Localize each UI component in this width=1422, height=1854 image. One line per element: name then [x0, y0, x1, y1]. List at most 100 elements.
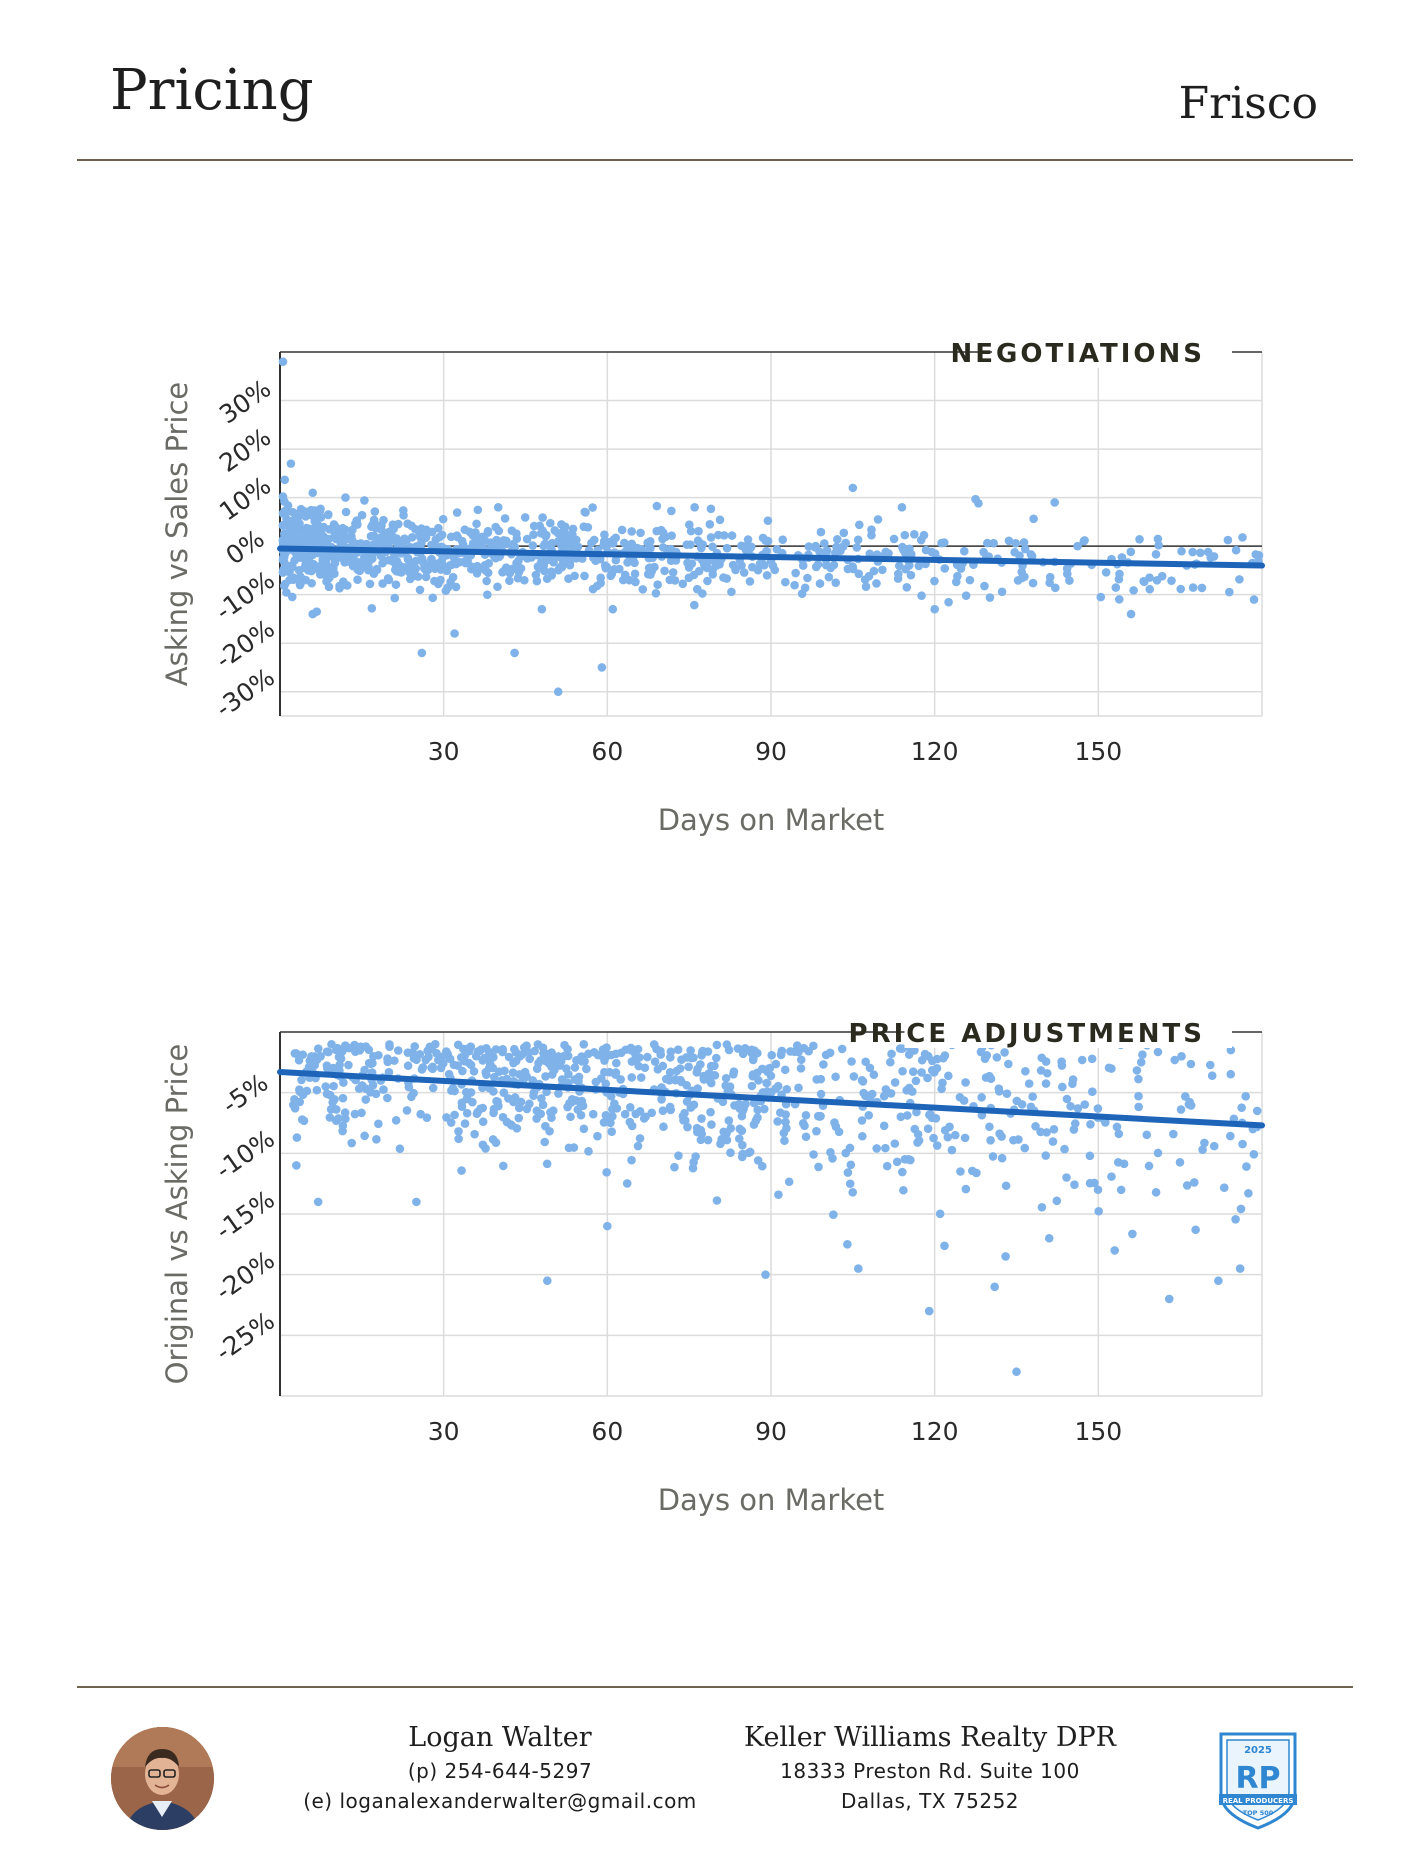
scatter-point — [297, 526, 306, 535]
scatter-point — [341, 493, 350, 502]
scatter-point — [781, 1110, 790, 1119]
scatter-point — [581, 508, 590, 517]
scatter-point — [651, 588, 661, 598]
scatter-point — [747, 1045, 756, 1055]
scatter-point — [770, 565, 780, 575]
scatter-point — [1235, 1264, 1245, 1273]
scatter-point — [540, 1137, 550, 1147]
scatter-point — [428, 1083, 438, 1093]
scatter-point — [977, 1093, 986, 1102]
scatter-point — [334, 1114, 343, 1123]
scatter-point — [890, 1078, 900, 1087]
scatter-point — [985, 593, 995, 602]
scatter-point — [1004, 1059, 1013, 1069]
scatter-point — [766, 1071, 776, 1081]
scatter-point — [1176, 1105, 1186, 1114]
scatter-point — [542, 1159, 552, 1169]
scatter-point — [331, 522, 340, 532]
scatter-point — [712, 1040, 722, 1050]
y-tick-label: 0% — [221, 524, 270, 571]
x-tick-label: 30 — [428, 1417, 460, 1446]
scatter-point — [638, 585, 648, 594]
scatter-point — [673, 1045, 683, 1055]
scatter-point — [457, 1166, 466, 1175]
agent-contact: Logan Walter (p) 254-644-5297 (e) logana… — [300, 1722, 700, 1813]
scatter-point — [667, 506, 676, 516]
scatter-point — [339, 1078, 348, 1087]
scatter-point — [801, 1111, 811, 1120]
scatter-point — [879, 1121, 889, 1131]
scatter-point — [570, 571, 579, 581]
scatter-point — [1249, 1150, 1259, 1159]
scatter-point — [1175, 1158, 1185, 1167]
agent-phone[interactable]: (p) 254-644-5297 — [407, 1759, 593, 1783]
scatter-point — [353, 575, 362, 585]
scatter-point — [500, 514, 510, 523]
scatter-point — [366, 1059, 376, 1069]
scatter-point — [417, 648, 427, 658]
scatter-point — [722, 543, 732, 553]
scatter-point — [931, 1114, 941, 1123]
page-title: Pricing — [110, 58, 314, 123]
scatter-point — [492, 535, 501, 545]
scatter-point — [462, 1108, 472, 1118]
scatter-point — [848, 483, 858, 493]
scatter-point — [278, 520, 288, 530]
scatter-point — [415, 528, 424, 538]
scatter-point — [1028, 1092, 1037, 1101]
scatter-point — [537, 1094, 546, 1103]
scatter-point — [760, 1104, 769, 1114]
scatter-point — [437, 530, 447, 540]
scatter-point — [340, 1108, 350, 1117]
scatter-point — [1057, 1061, 1067, 1070]
scatter-point — [690, 503, 699, 512]
scatter-point — [522, 534, 532, 544]
scatter-point — [603, 537, 612, 547]
scatter-point — [749, 1120, 759, 1129]
scatter-point — [525, 1054, 535, 1064]
scatter-point — [763, 536, 773, 546]
scatter-point — [797, 589, 807, 598]
scatter-point — [741, 1099, 750, 1109]
y-tick-label: -5% — [217, 1068, 274, 1120]
scatter-point — [906, 570, 916, 580]
x-tick-label: 30 — [428, 737, 460, 766]
scatter-point — [767, 1050, 777, 1060]
scatter-point — [564, 1070, 573, 1079]
scatter-point — [403, 1061, 413, 1071]
y-tick-label: -15% — [210, 1185, 280, 1246]
scatter-point — [753, 1113, 762, 1122]
scatter-point — [636, 1073, 646, 1082]
scatter-point — [1066, 1101, 1075, 1111]
scatter-point — [879, 1091, 889, 1101]
scatter-point — [679, 1116, 688, 1125]
scatter-point — [543, 1276, 552, 1286]
scatter-point — [302, 1086, 312, 1096]
scatter-point — [992, 1053, 1002, 1062]
scatter-point — [828, 1154, 837, 1163]
agent-email[interactable]: (e) loganalexanderwalter@gmail.com — [303, 1789, 697, 1813]
scatter-point — [442, 566, 452, 576]
scatter-point — [607, 1127, 616, 1136]
scatter-point — [580, 571, 589, 581]
scatter-point — [589, 535, 599, 545]
scatter-point — [1242, 1162, 1251, 1171]
scatter-point — [453, 532, 463, 542]
scatter-point — [325, 1113, 335, 1122]
scatter-point — [484, 1047, 494, 1057]
scatter-point — [473, 505, 483, 515]
scatter-point — [867, 530, 876, 540]
scatter-point — [1226, 1131, 1235, 1141]
scatter-point — [344, 534, 353, 544]
scatter-point — [657, 1095, 666, 1104]
scatter-point — [694, 566, 704, 576]
scatter-point — [554, 1089, 563, 1098]
scatter-point — [1196, 548, 1205, 558]
scatter-point — [816, 1089, 826, 1099]
scatter-point — [569, 1143, 579, 1152]
scatter-point — [950, 1130, 960, 1140]
scatter-point — [683, 1122, 692, 1132]
scatter-point — [376, 551, 386, 561]
scatter-point — [282, 563, 292, 573]
scatter-point — [889, 534, 899, 544]
